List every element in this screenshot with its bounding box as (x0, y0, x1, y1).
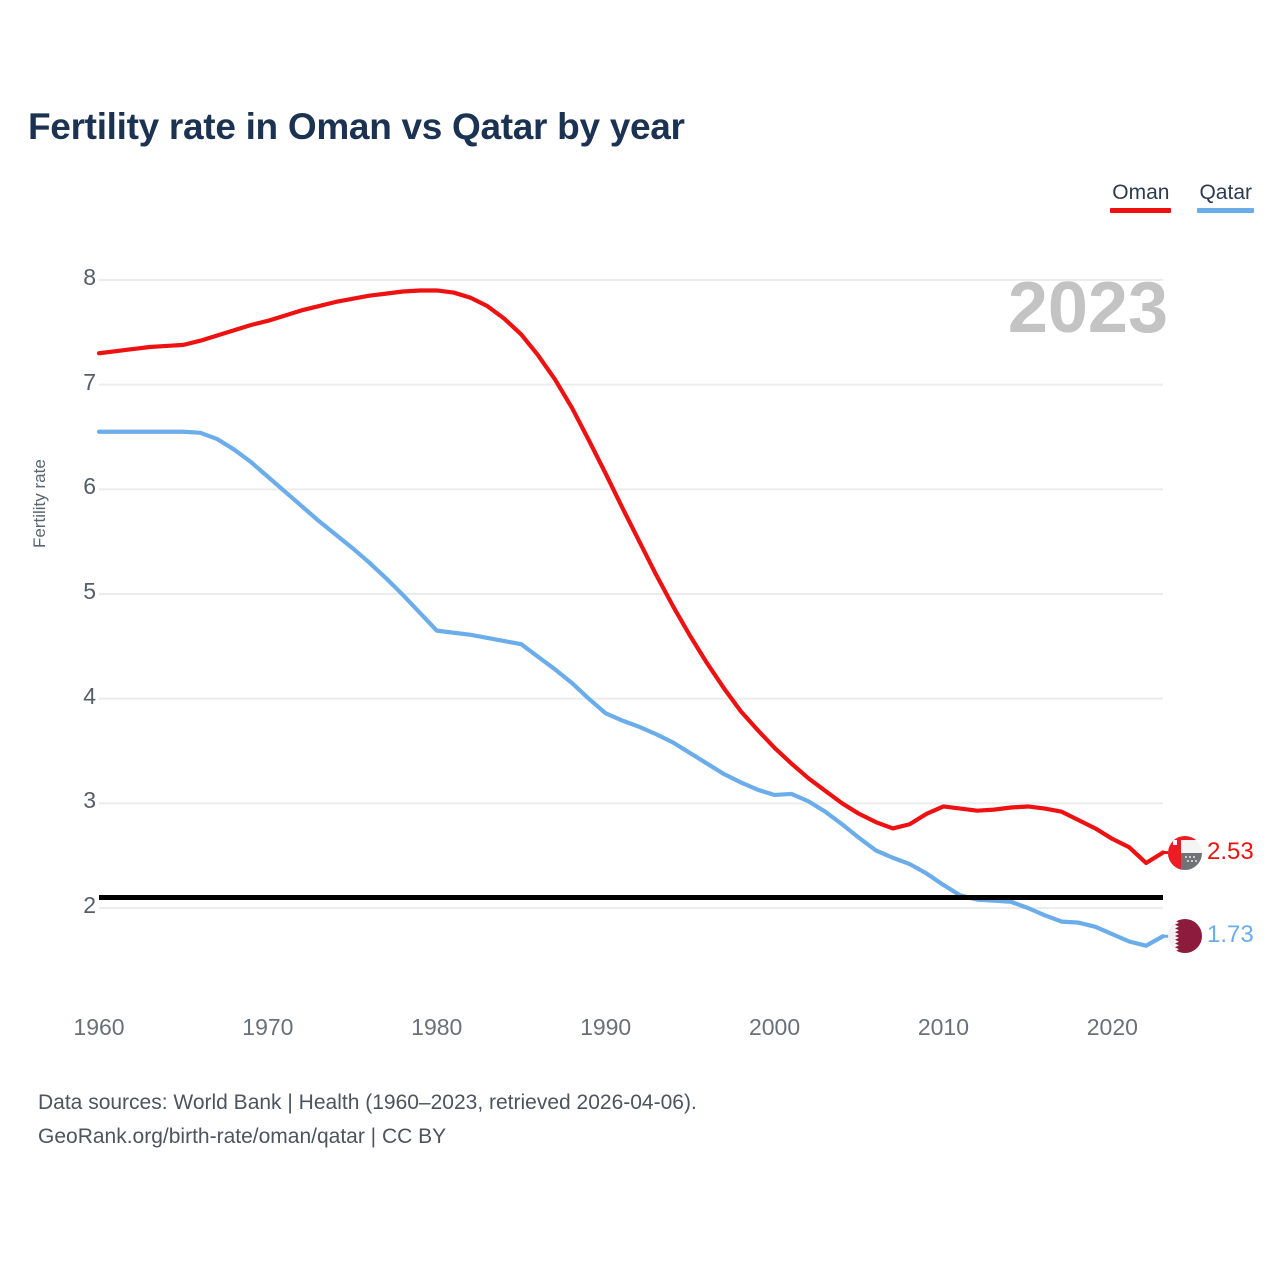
series-line-oman (96, 288, 1166, 866)
legend-label-qatar: Qatar (1199, 181, 1252, 204)
x-tick-1970: 1970 (242, 1014, 294, 1040)
qatar-flag-icon (1168, 919, 1202, 954)
x-tick-1980: 1980 (411, 1014, 463, 1040)
legend-item-qatar[interactable]: Qatar (1197, 181, 1254, 214)
chart-legend: Oman Qatar (1110, 181, 1254, 214)
legend-label-oman: Oman (1112, 181, 1170, 204)
legend-item-oman[interactable]: Oman (1110, 181, 1172, 214)
series-line-qatar (96, 429, 1166, 948)
x-tick-1960: 1960 (73, 1014, 125, 1040)
legend-swatch-oman (1110, 208, 1172, 214)
footer-line-1: Data sources: World Bank | Health (1960–… (38, 1091, 697, 1114)
watermark-year: 2023 (1007, 268, 1168, 348)
x-tick-2010: 2010 (917, 1014, 970, 1040)
x-tick-2000: 2000 (748, 1014, 801, 1040)
y-tick-4: 4 (83, 682, 96, 709)
y-tick-7: 7 (83, 368, 96, 395)
y-tick-2: 2 (83, 892, 96, 918)
page-title: Fertility rate in Oman vs Qatar by year (28, 106, 685, 147)
x-tick-1990: 1990 (580, 1014, 632, 1040)
legend-swatch-qatar (1197, 208, 1254, 214)
footer-line-2: GeoRank.org/birth-rate/oman/qatar | CC B… (38, 1125, 447, 1149)
y-tick-8: 8 (83, 264, 96, 290)
footer-sources: Data sources: World Bank | Health (1960–… (38, 1086, 697, 1154)
y-tick-5: 5 (83, 578, 96, 604)
end-label-oman: 2.53 (1207, 837, 1254, 865)
end-label-qatar: 1.73 (1207, 921, 1254, 949)
y-tick-6: 6 (83, 473, 96, 500)
oman-flag-icon (1168, 835, 1202, 870)
x-tick-2020: 2020 (1086, 1014, 1138, 1040)
y-tick-3: 3 (83, 787, 96, 814)
